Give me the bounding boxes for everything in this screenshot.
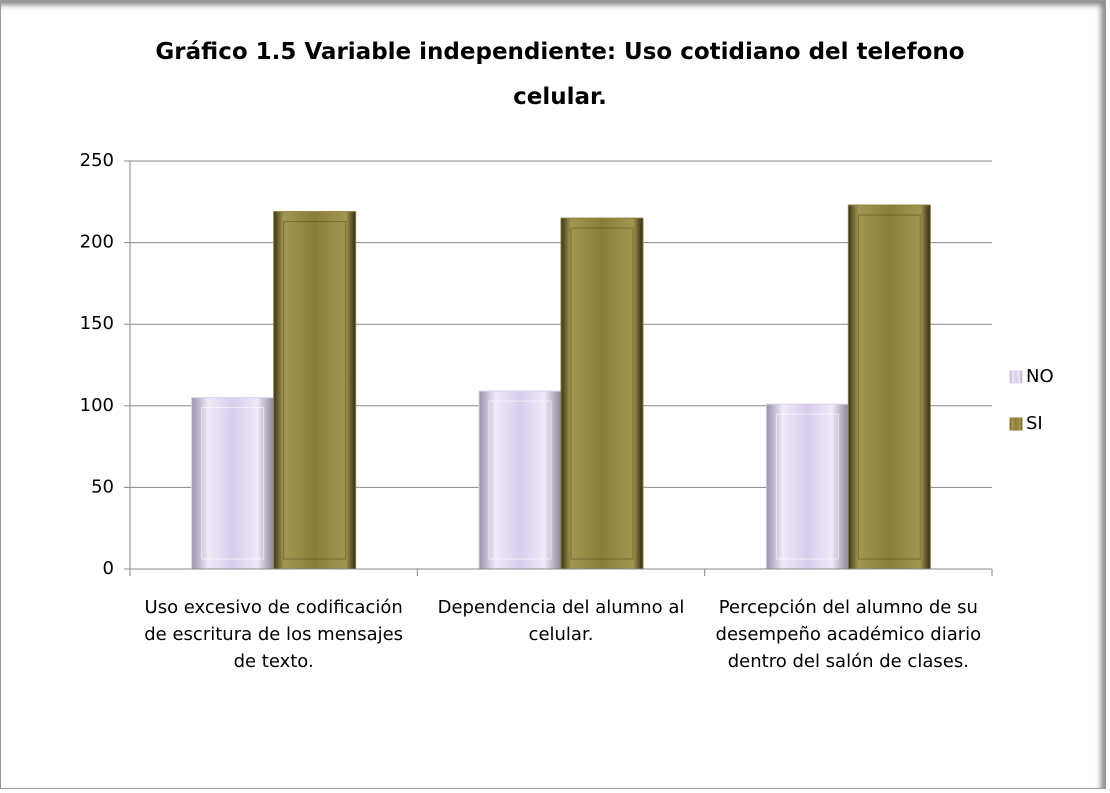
legend-label: SI bbox=[1026, 413, 1043, 434]
bar-bevel bbox=[283, 221, 347, 560]
bar bbox=[560, 217, 644, 570]
chart-title: Gráfico 1.5 Variable independiente: Uso … bbox=[155, 39, 965, 110]
bar-bevel bbox=[570, 227, 634, 560]
x-tick-label: Percepción del alumno de su desempeño ac… bbox=[715, 597, 982, 672]
bar bbox=[765, 403, 849, 570]
y-tick-label: 50 bbox=[91, 476, 114, 497]
y-tick-label: 200 bbox=[80, 232, 114, 253]
bar bbox=[273, 211, 357, 570]
bar bbox=[847, 204, 931, 570]
legend-swatch bbox=[1009, 370, 1023, 384]
y-tick-label: 100 bbox=[80, 395, 114, 416]
bar-bevel bbox=[775, 413, 839, 560]
y-tick-label: 250 bbox=[80, 150, 114, 171]
bar bbox=[478, 390, 562, 570]
x-tick-label: Dependencia del alumno al celular. bbox=[437, 597, 685, 645]
x-tick-label: Uso excesivo de codificación de escritur… bbox=[144, 597, 404, 672]
bar-bevel bbox=[488, 400, 552, 560]
bar-bevel bbox=[201, 407, 265, 560]
legend-swatch bbox=[1009, 417, 1023, 431]
legend-label: NO bbox=[1026, 366, 1054, 387]
y-tick-label: 0 bbox=[103, 558, 114, 579]
bar bbox=[191, 397, 275, 570]
bar-bevel bbox=[857, 214, 921, 560]
y-tick-label: 150 bbox=[80, 313, 114, 334]
